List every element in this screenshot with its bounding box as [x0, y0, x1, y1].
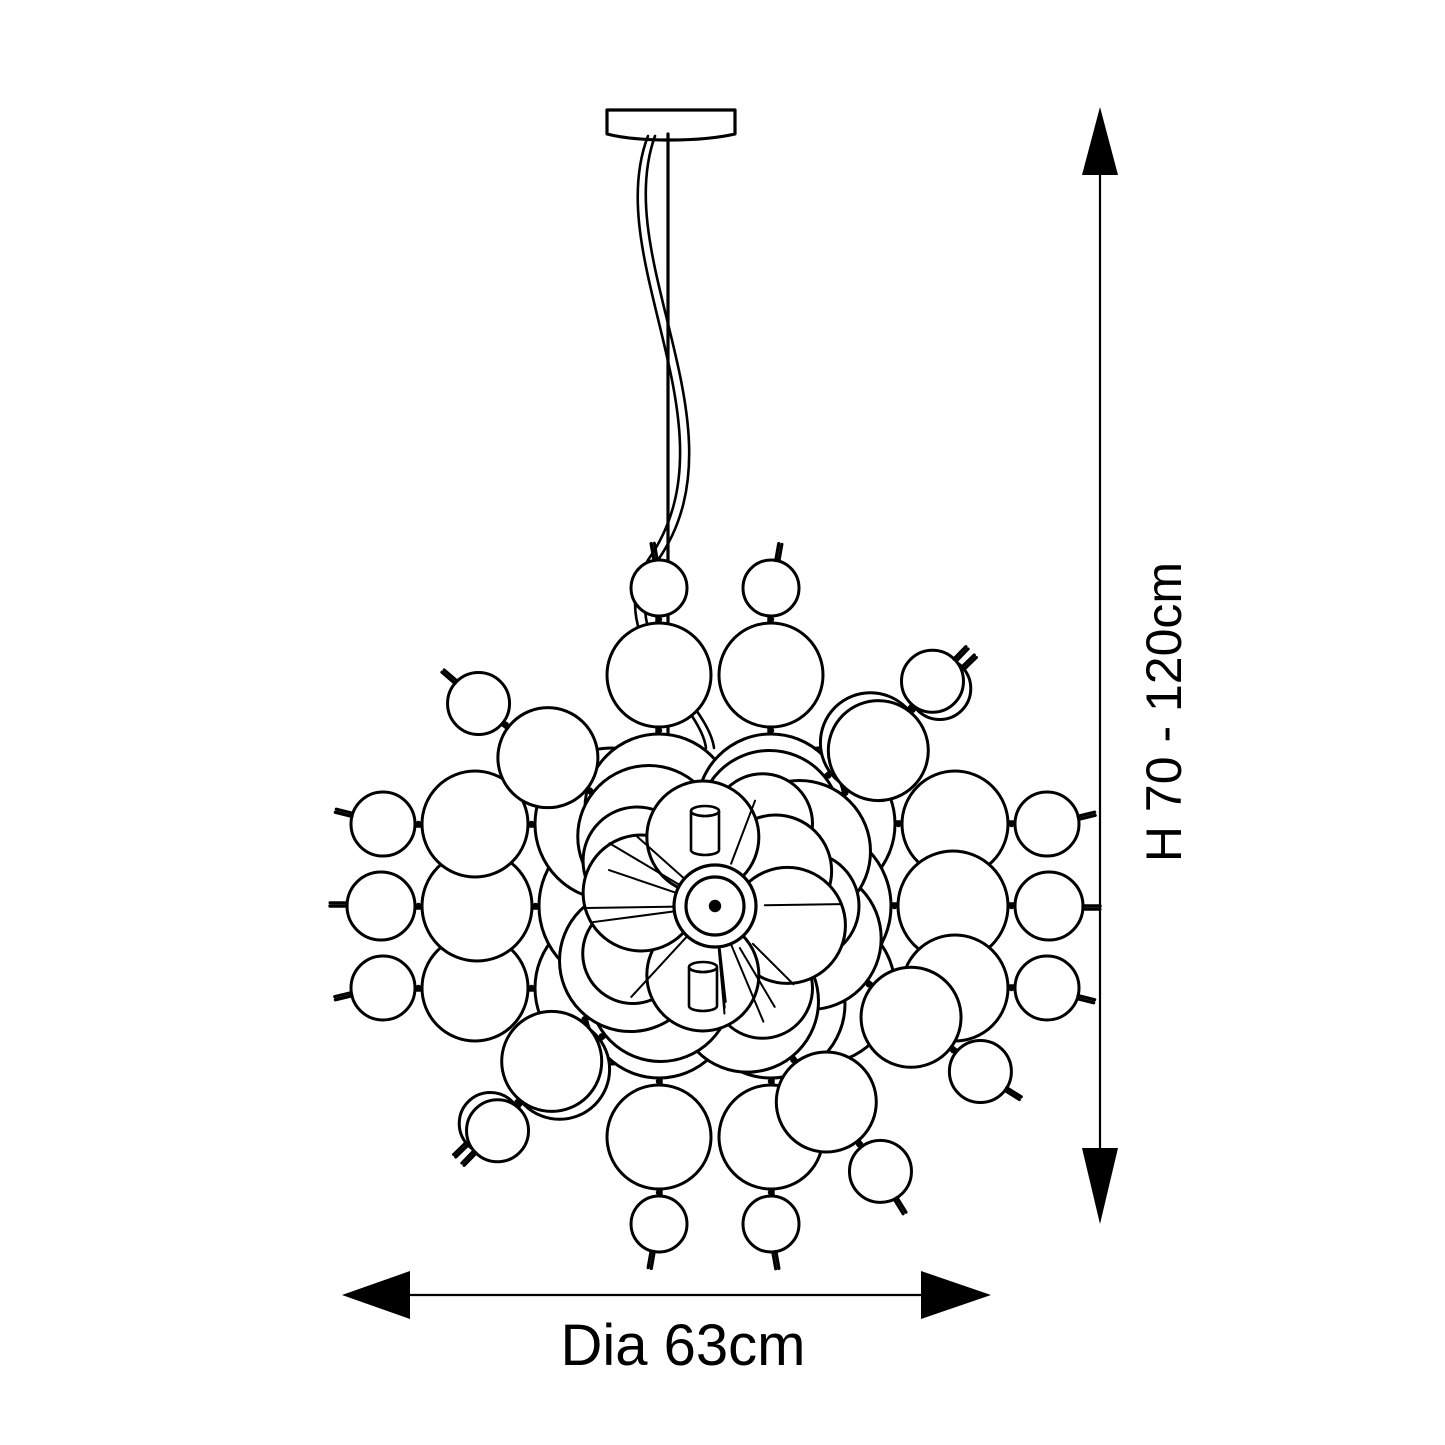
svg-text:Dia 63cm: Dia 63cm: [561, 1313, 806, 1378]
svg-text:H 70 - 120cm: H 70 - 120cm: [1136, 562, 1192, 862]
